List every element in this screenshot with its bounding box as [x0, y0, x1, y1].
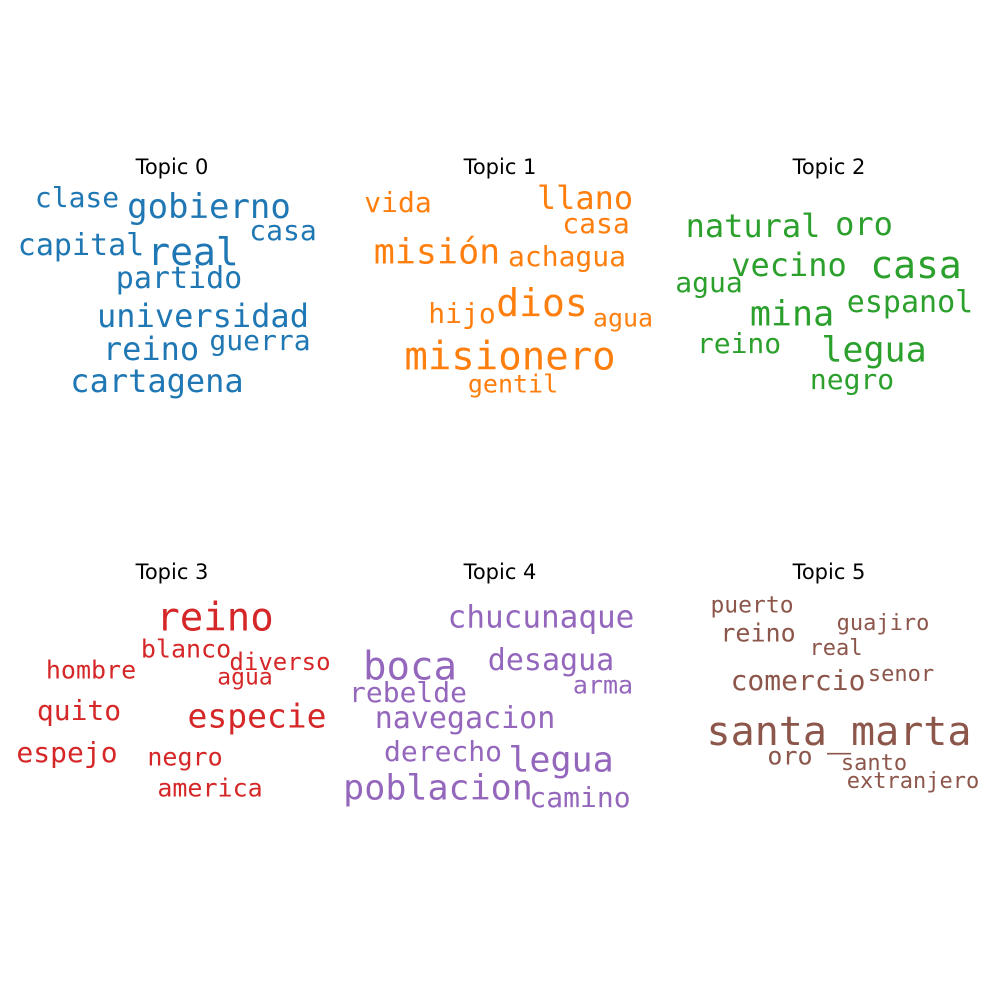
word-1-6: hijo	[428, 297, 496, 330]
word-5-2: reino	[720, 618, 796, 648]
topic-panel-0: Topic 0 clase gobierno casa capital real parti…	[7, 157, 337, 457]
word-2-6: espanol	[846, 285, 974, 320]
word-2-0: natural	[685, 207, 821, 245]
word-3-1: blanco	[140, 634, 232, 664]
word-4-3: rebelde	[348, 676, 468, 709]
word-1-0: vida	[364, 186, 432, 219]
topic-title: Topic 1	[463, 155, 537, 179]
word-4-6: derecho	[383, 735, 503, 768]
word-4-5: navegacion	[374, 701, 556, 736]
word-1-3: misión	[373, 232, 501, 273]
word-3-8: negro	[147, 742, 223, 772]
word-4-1: boca	[363, 644, 457, 690]
word-0-2: casa	[249, 214, 317, 247]
topic-panel-5: Topic 5 puerto guajiro reino real comercio sen…	[664, 562, 994, 862]
topic-title: Topic 0	[135, 155, 209, 179]
word-5-3: real	[809, 636, 863, 661]
word-0-7: reino	[102, 330, 200, 368]
topic-panel-3: Topic 3 reino blanco hombre diverso agua quito…	[7, 562, 337, 862]
word-0-6: universidad	[97, 297, 309, 335]
word-3-7: espejo	[16, 736, 118, 769]
topic-panel-4: Topic 4 chucunaque boca desagua rebelde arma n…	[335, 562, 665, 862]
word-5-9: extranjero	[846, 769, 980, 794]
word-1-5: dios	[496, 281, 588, 325]
topic-title: Topic 4	[463, 560, 537, 584]
word-2-9: negro	[809, 363, 895, 396]
word-5-6: santa_marta	[706, 709, 972, 755]
word-4-9: camino	[529, 781, 631, 814]
word-0-5: partido	[115, 261, 243, 296]
topic-title: Topic 3	[135, 560, 209, 584]
word-5-0: puerto	[710, 592, 794, 619]
word-3-0: reino	[156, 595, 274, 641]
word-3-4: agua	[217, 664, 273, 691]
word-0-8: guerra	[209, 324, 311, 357]
word-3-3: diverso	[229, 648, 331, 676]
word-1-9: gentil	[467, 369, 559, 399]
word-3-2: hombre	[45, 655, 137, 685]
word-5-5: senor	[867, 662, 935, 687]
word-1-7: agua	[592, 303, 654, 333]
word-1-1: llano	[536, 179, 634, 217]
word-4-7: legua	[508, 740, 614, 781]
word-3-5: quito	[36, 694, 122, 727]
word-2-1: oro	[835, 205, 893, 243]
word-2-4: agua	[675, 266, 743, 299]
word-5-7: oro	[767, 741, 813, 771]
word-1-2: casa	[562, 207, 630, 240]
word-5-8: santo	[840, 751, 908, 776]
word-0-9: cartagena	[70, 362, 244, 400]
topic-panel-1: Topic 1 vida llano casa misión achagua dios hij…	[335, 157, 665, 457]
topic-title: Topic 5	[792, 560, 866, 584]
word-0-1: gobierno	[127, 187, 291, 227]
word-3-6: especie	[187, 696, 327, 736]
word-1-8: misionero	[404, 334, 616, 380]
word-0-0: clase	[34, 181, 120, 214]
word-3-9: america	[157, 773, 263, 803]
word-2-2: vecino	[731, 246, 847, 284]
word-4-0: chucunaque	[447, 599, 635, 636]
word-4-4: arma	[572, 670, 634, 700]
word-5-4: comercio	[730, 664, 866, 697]
topic-panel-2: Topic 2 natural oro vecino casa agua mina espan…	[664, 157, 994, 457]
word-4-2: desagua	[487, 643, 615, 678]
word-4-8: poblacion	[343, 768, 533, 809]
word-2-8: legua	[821, 330, 927, 371]
word-1-4: achagua	[507, 240, 627, 273]
word-0-3: capital	[17, 228, 145, 263]
word-0-4: real	[147, 230, 239, 274]
word-2-7: reino	[696, 327, 782, 360]
word-5-1: guajiro	[836, 611, 930, 636]
topic-title: Topic 2	[792, 155, 866, 179]
word-2-3: casa	[870, 243, 962, 287]
word-2-5: mina	[749, 294, 835, 335]
